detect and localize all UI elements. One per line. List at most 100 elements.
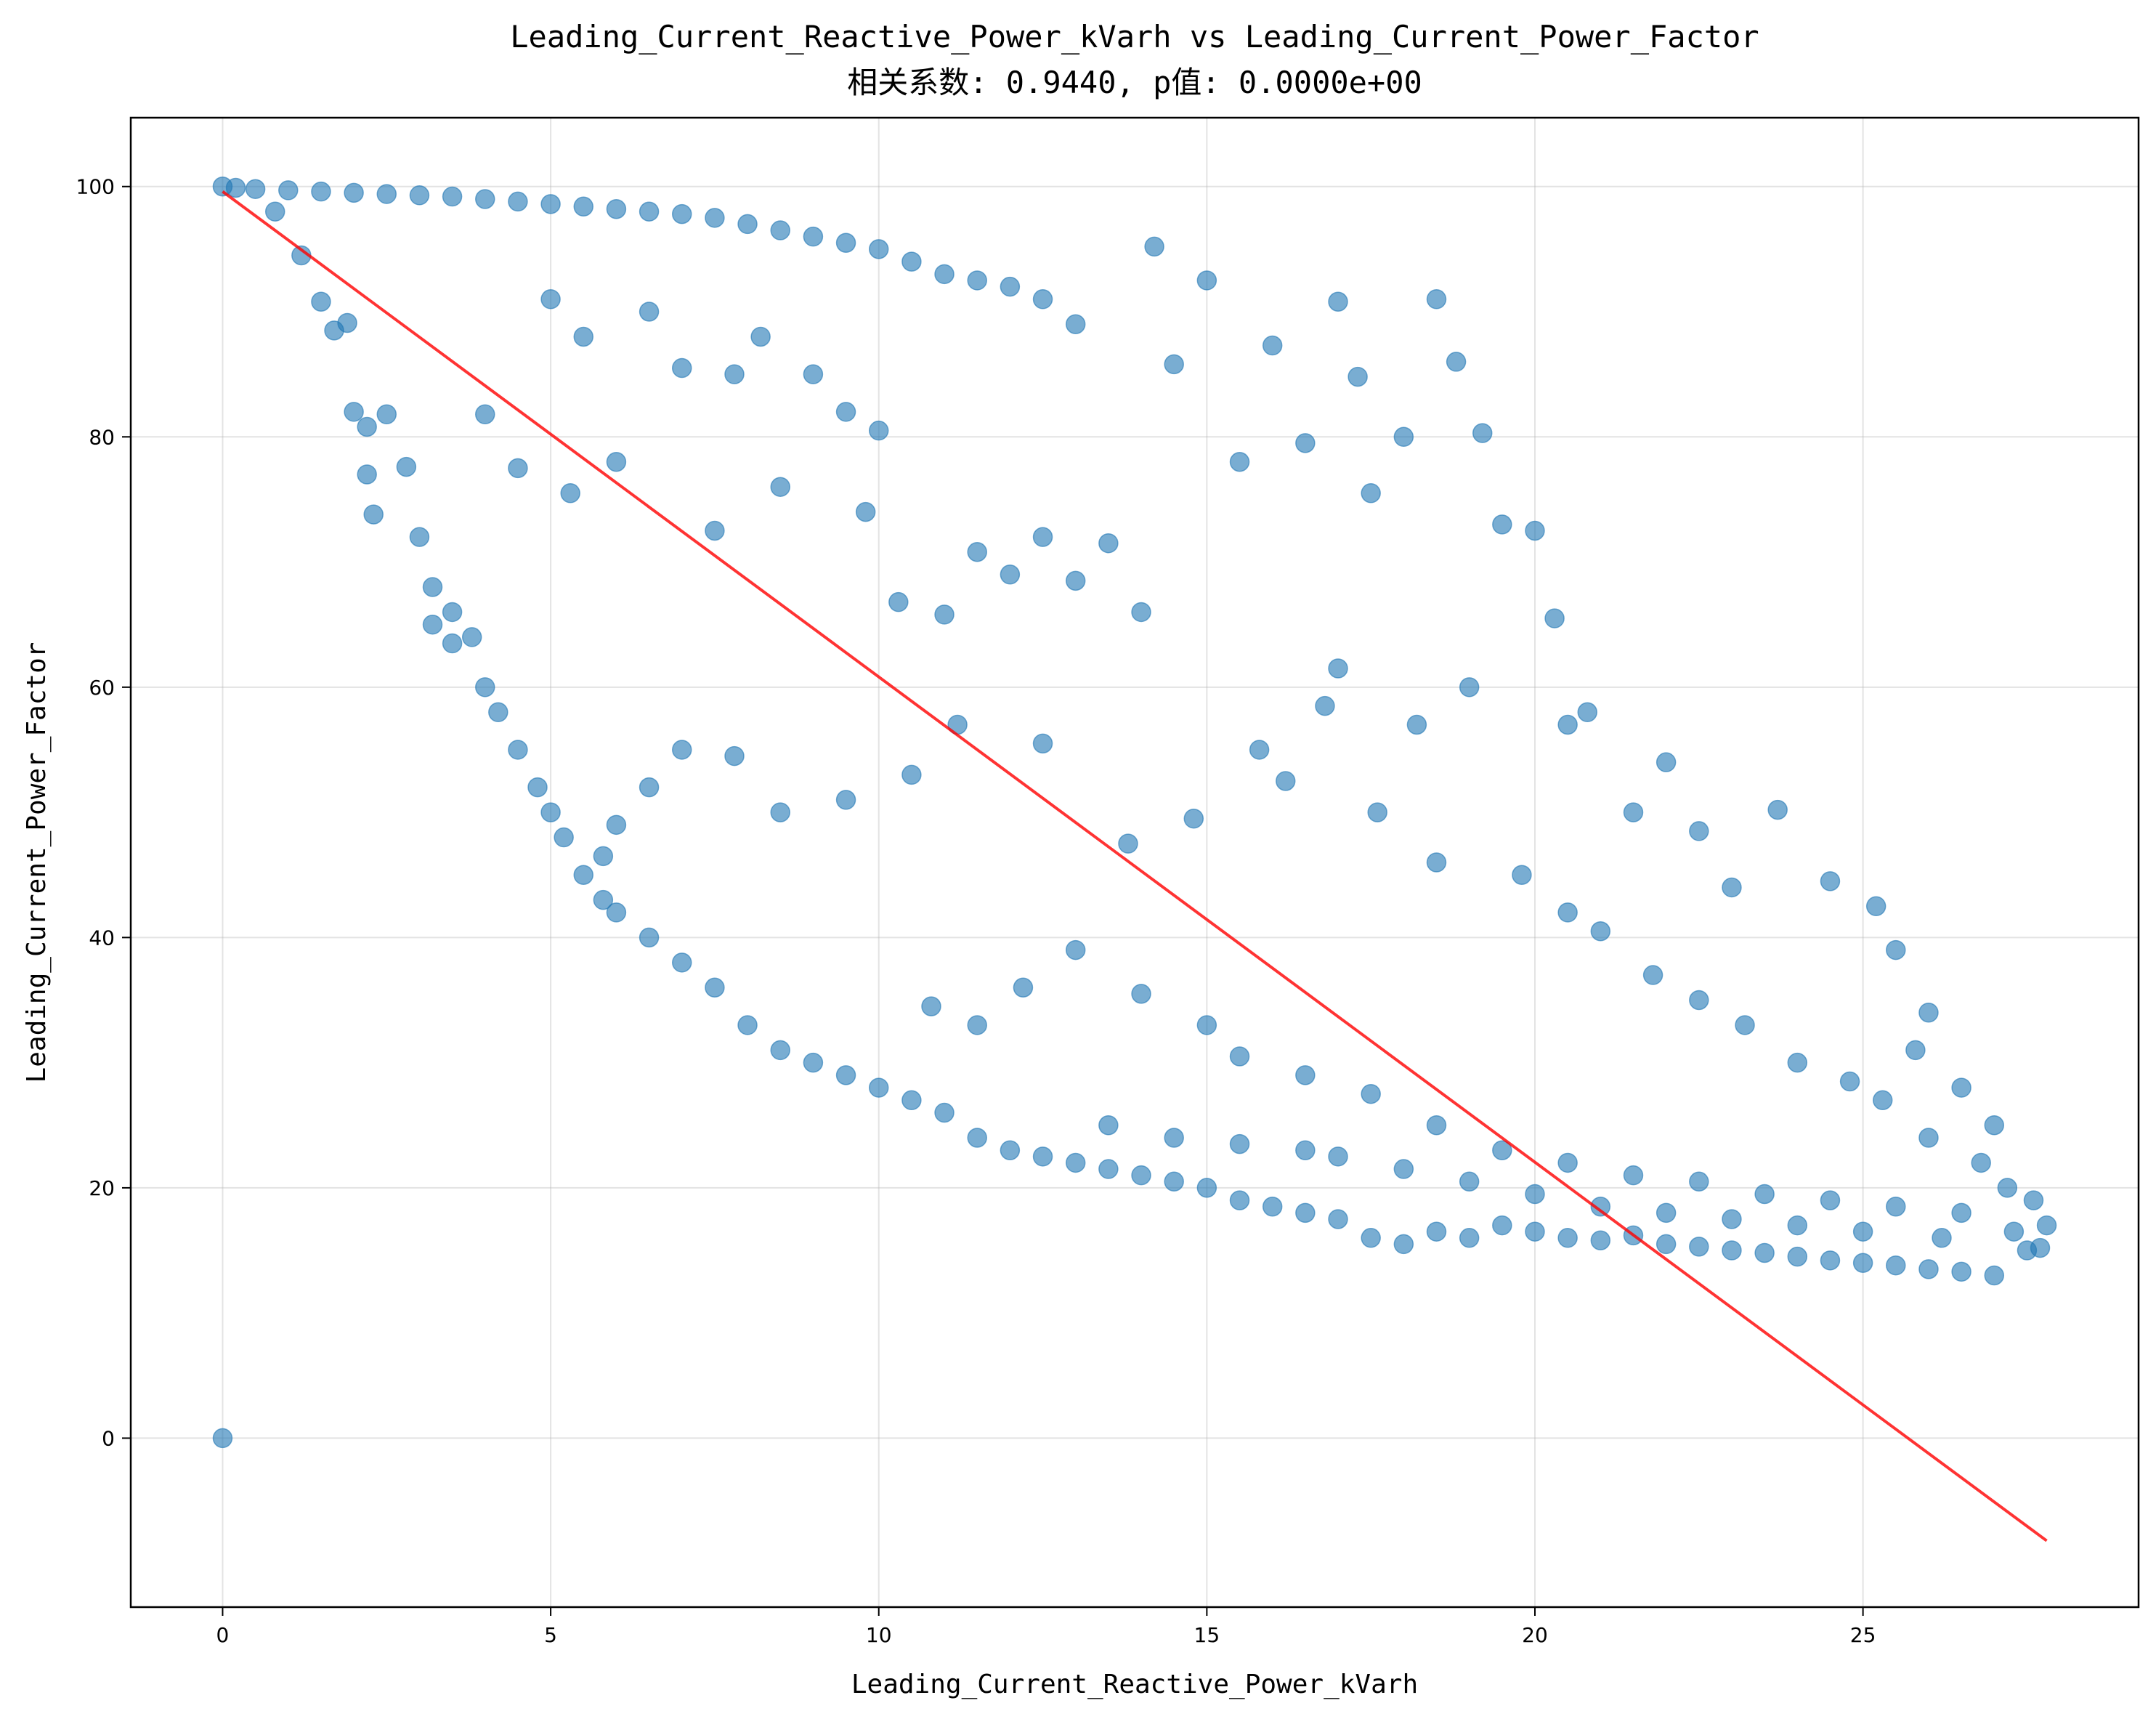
scatter-point <box>1590 921 1611 942</box>
scatter-point <box>540 802 561 822</box>
scatter-point <box>1249 740 1270 760</box>
scatter-point <box>639 201 660 222</box>
scatter-point <box>409 185 430 206</box>
scatter-point <box>573 865 594 885</box>
scatter-point <box>2003 1221 2025 1242</box>
x-tick-label-2: 10 <box>866 1623 892 1647</box>
scatter-point <box>639 927 660 948</box>
scatter-point <box>1065 939 1086 960</box>
scatter-point <box>770 1040 790 1061</box>
scatter-point <box>475 677 495 697</box>
scatter-point <box>901 1090 922 1111</box>
trend-line-group <box>222 190 2048 1542</box>
scatter-point <box>1315 695 1335 716</box>
scatter-point <box>1886 1196 1906 1217</box>
scatter-point <box>1262 335 1283 356</box>
scatter-point <box>442 602 463 623</box>
scatter-point <box>1426 1221 1447 1242</box>
scatter-point <box>606 199 627 219</box>
scatter-point <box>357 416 377 437</box>
scatter-point <box>376 184 397 204</box>
scatter-point <box>750 326 771 347</box>
chart-title: Leading_Current_Reactive_Power_kVarh vs … <box>510 19 1759 54</box>
scatter-point <box>1276 771 1296 791</box>
scatter-point <box>508 458 528 479</box>
scatter-point <box>868 239 889 259</box>
scatter-point <box>1229 1190 1250 1210</box>
scatter-point <box>475 404 495 425</box>
scatter-point <box>225 177 246 198</box>
scatter-point <box>2036 1215 2057 1236</box>
x-tick-label-4: 20 <box>1522 1623 1548 1647</box>
scatter-point <box>1295 1140 1316 1160</box>
scatter-point <box>1722 877 1742 898</box>
scatter-point <box>344 182 364 203</box>
scatter-point <box>1512 865 1532 885</box>
scatter-point <box>409 527 430 547</box>
y-tick-label-0: 0 <box>102 1426 115 1450</box>
scatter-point <box>508 191 528 212</box>
scatter-point <box>1065 570 1086 591</box>
scatter-point <box>1295 1202 1316 1223</box>
scatter-point <box>1472 423 1493 443</box>
scatter-point <box>1459 677 1480 697</box>
scatter-point <box>527 777 548 798</box>
scatter-point <box>245 179 266 199</box>
scatter-point <box>803 364 824 384</box>
scatter-point <box>593 846 614 867</box>
scatter-point <box>835 790 856 810</box>
scatter-point <box>461 627 482 647</box>
scatter-point <box>1865 896 1886 917</box>
scatter-point <box>1722 1209 1742 1229</box>
scatter-point <box>1328 1209 1348 1229</box>
scatter-point <box>1098 533 1119 554</box>
scatter-point <box>1577 702 1598 723</box>
scatter-point <box>573 326 594 347</box>
scatter-point <box>554 827 574 848</box>
scatter-point <box>1131 1165 1151 1186</box>
scatter-point <box>1032 289 1053 310</box>
scatter-point <box>967 1015 987 1035</box>
scatter-point <box>1393 1159 1414 1179</box>
scatter-point <box>1032 1146 1053 1167</box>
y-tick-label-5: 100 <box>76 175 115 199</box>
scatter-point <box>1590 1230 1611 1251</box>
scatter-point <box>967 1128 987 1148</box>
scatter-point <box>1754 1242 1775 1263</box>
scatter-point <box>1459 1228 1480 1248</box>
scatter-point <box>264 201 285 222</box>
scatter-point <box>1905 1040 1926 1061</box>
scatter-point <box>1557 714 1578 735</box>
y-tick-label-2: 40 <box>89 926 115 950</box>
scatter-point <box>422 577 443 597</box>
scatter-point <box>606 814 627 836</box>
scatter-point <box>1164 1171 1184 1192</box>
scatter-point <box>671 203 692 225</box>
scatter-point <box>1852 1221 1873 1242</box>
x-tick-label-1: 5 <box>544 1623 557 1647</box>
scatter-point <box>1229 1133 1250 1154</box>
x-tick-label-3: 15 <box>1194 1623 1220 1647</box>
scatter-point <box>835 1065 856 1085</box>
scatter-point <box>724 364 745 384</box>
scatter-point <box>1229 451 1250 472</box>
scatter-point <box>1820 1190 1841 1210</box>
scatter-point <box>1918 1002 1939 1023</box>
scatter-point <box>1984 1115 2005 1136</box>
scatter-point <box>1557 1152 1578 1173</box>
plot-frame <box>129 116 2140 1609</box>
scatter-point <box>1655 752 1677 772</box>
scatter-point <box>396 456 417 477</box>
scatter-point <box>357 464 377 485</box>
scatter-point <box>1065 314 1086 334</box>
scatter-point <box>705 977 725 998</box>
scatter-point <box>1164 354 1184 375</box>
scatter-point <box>1951 1261 1971 1282</box>
scatter-point <box>1623 1165 1644 1186</box>
scatter-point <box>2023 1190 2044 1210</box>
scatter-point <box>1328 658 1348 679</box>
y-tick-label-1: 20 <box>89 1176 115 1200</box>
scatter-point <box>1426 289 1447 310</box>
scatter-point <box>488 702 508 723</box>
